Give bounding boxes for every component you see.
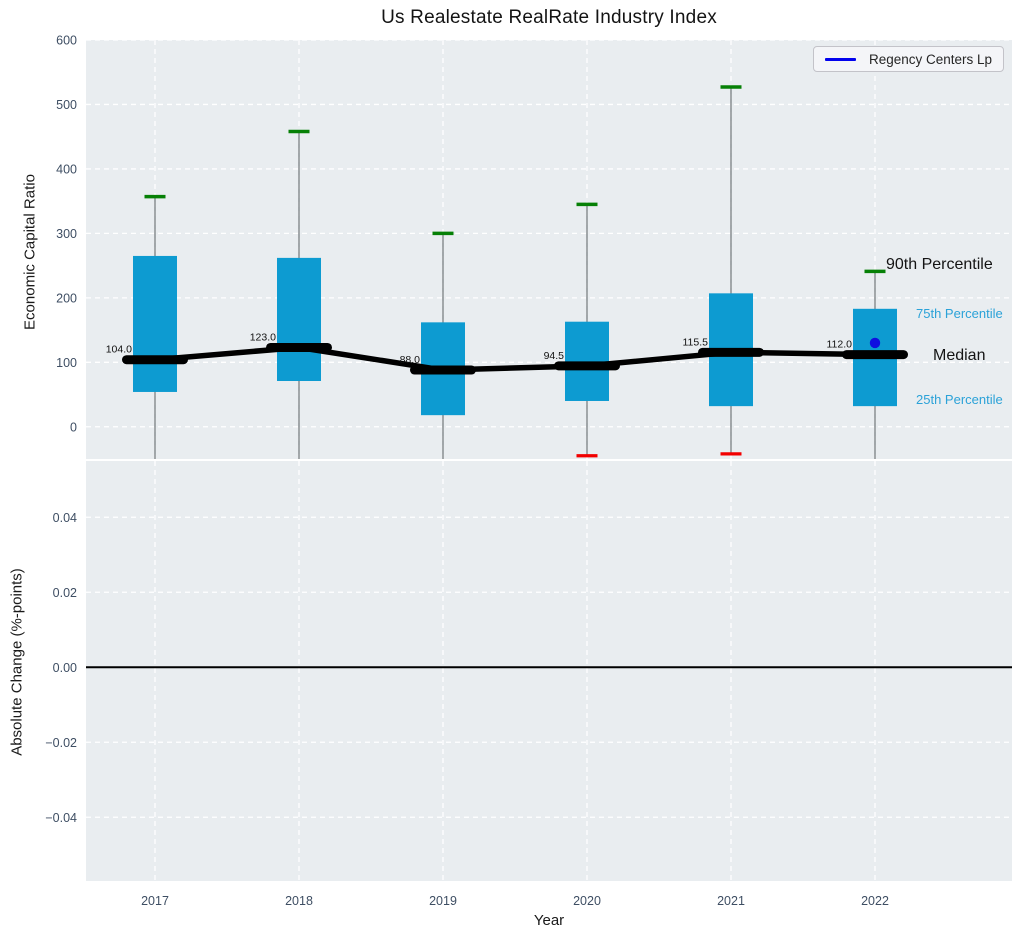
ytick-label-bottom: 0.02	[53, 586, 77, 600]
ytick-label-bottom: 0.04	[53, 511, 77, 525]
iqr-box-2018	[277, 257, 321, 382]
annotation-90th-percentile: 90th Percentile	[886, 256, 993, 273]
xtick-label: 2018	[285, 894, 313, 908]
median-pill-2022	[842, 350, 908, 360]
bottom-y-axis-label: Absolute Change (%-points)	[8, 568, 26, 756]
legend-label: Regency Centers Lp	[869, 51, 993, 67]
annotation-median: Median	[933, 347, 986, 364]
xtick-label: 2022	[861, 894, 889, 908]
iqr-box-2017	[133, 255, 177, 392]
median-value-label-2021: 115.5	[683, 336, 709, 348]
xtick-label: 2017	[141, 894, 169, 908]
xtick-label: 2021	[717, 894, 745, 908]
median-value-label-2022: 112.0	[827, 339, 853, 351]
median-pill-2021	[698, 347, 764, 357]
top-y-axis-label: Economic Capital Ratio	[21, 174, 39, 330]
median-pill-2018	[266, 342, 332, 352]
x-axis-label: Year	[533, 912, 565, 929]
ytick-label-top: 300	[56, 227, 77, 241]
ytick-label-top: 500	[56, 98, 77, 112]
ytick-label-top: 600	[56, 34, 77, 48]
ytick-label-top: 200	[56, 291, 77, 305]
ytick-label-top: 400	[56, 162, 77, 176]
legend: Regency Centers Lp	[813, 46, 1004, 72]
median-value-label-2017: 104.0	[106, 344, 132, 356]
iqr-box-2020	[565, 321, 609, 401]
annotation-25th-percentile: 25th Percentile	[916, 392, 1003, 407]
median-value-label-2020: 94.5	[544, 350, 565, 362]
company-point	[869, 337, 881, 349]
legend-line-swatch	[825, 57, 856, 61]
ytick-label-top: 0	[70, 420, 77, 434]
xtick-label: 2020	[573, 894, 601, 908]
bottom-panel	[86, 461, 1012, 881]
median-value-label-2019: 88.0	[400, 354, 421, 366]
annotation-75th-percentile: 75th Percentile	[916, 306, 1003, 321]
median-value-label-2018: 123.0	[250, 331, 276, 343]
ytick-label-bottom: −0.02	[45, 736, 77, 750]
ytick-label-bottom: 0.00	[53, 661, 77, 675]
xtick-label: 2019	[429, 894, 457, 908]
median-pill-2017	[122, 355, 188, 365]
ytick-label-top: 100	[56, 356, 77, 370]
ytick-label-bottom: −0.04	[45, 811, 77, 825]
chart-title: Us Realestate RealRate Industry Index	[381, 7, 717, 28]
median-pill-2019	[410, 365, 476, 375]
median-pill-2020	[554, 361, 620, 371]
